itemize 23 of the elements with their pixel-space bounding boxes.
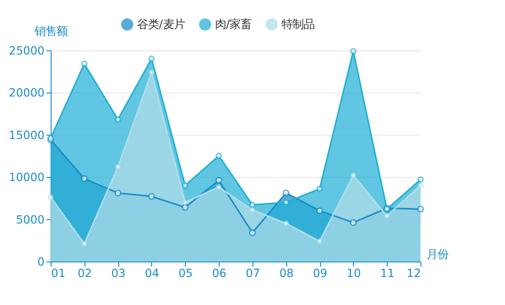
y-tick-label: 5000 xyxy=(16,213,45,226)
legend-label: 特制品 xyxy=(282,18,315,32)
y-axis-title: 销售额 xyxy=(33,24,68,38)
x-tick-label: 12 xyxy=(406,266,421,280)
x-tick-label: 02 xyxy=(78,266,92,280)
x-tick-label: 06 xyxy=(212,266,226,280)
x-axis-title: 月份 xyxy=(426,248,449,262)
x-tick-label: 04 xyxy=(144,266,160,280)
y-tick-label: 25000 xyxy=(8,44,45,58)
x-tick-label: 10 xyxy=(346,266,361,280)
x-tick-label: 11 xyxy=(380,266,395,280)
y-tick-label: 15000 xyxy=(8,128,45,142)
legend-label: 肉/家畜 xyxy=(214,18,252,32)
y-tick-label: 20000 xyxy=(8,86,45,100)
x-tick-label: 05 xyxy=(178,266,193,280)
x-tick-label: 01 xyxy=(51,266,66,280)
y-tick-label: 10000 xyxy=(8,171,45,184)
y-tick-label: 0 xyxy=(37,256,45,269)
x-tick-label: 03 xyxy=(111,266,126,280)
legend-label: 谷类/麦片 xyxy=(137,18,185,32)
x-tick-label: 09 xyxy=(312,266,328,280)
x-tick-label: 08 xyxy=(279,266,294,280)
x-tick-label: 07 xyxy=(246,266,260,280)
